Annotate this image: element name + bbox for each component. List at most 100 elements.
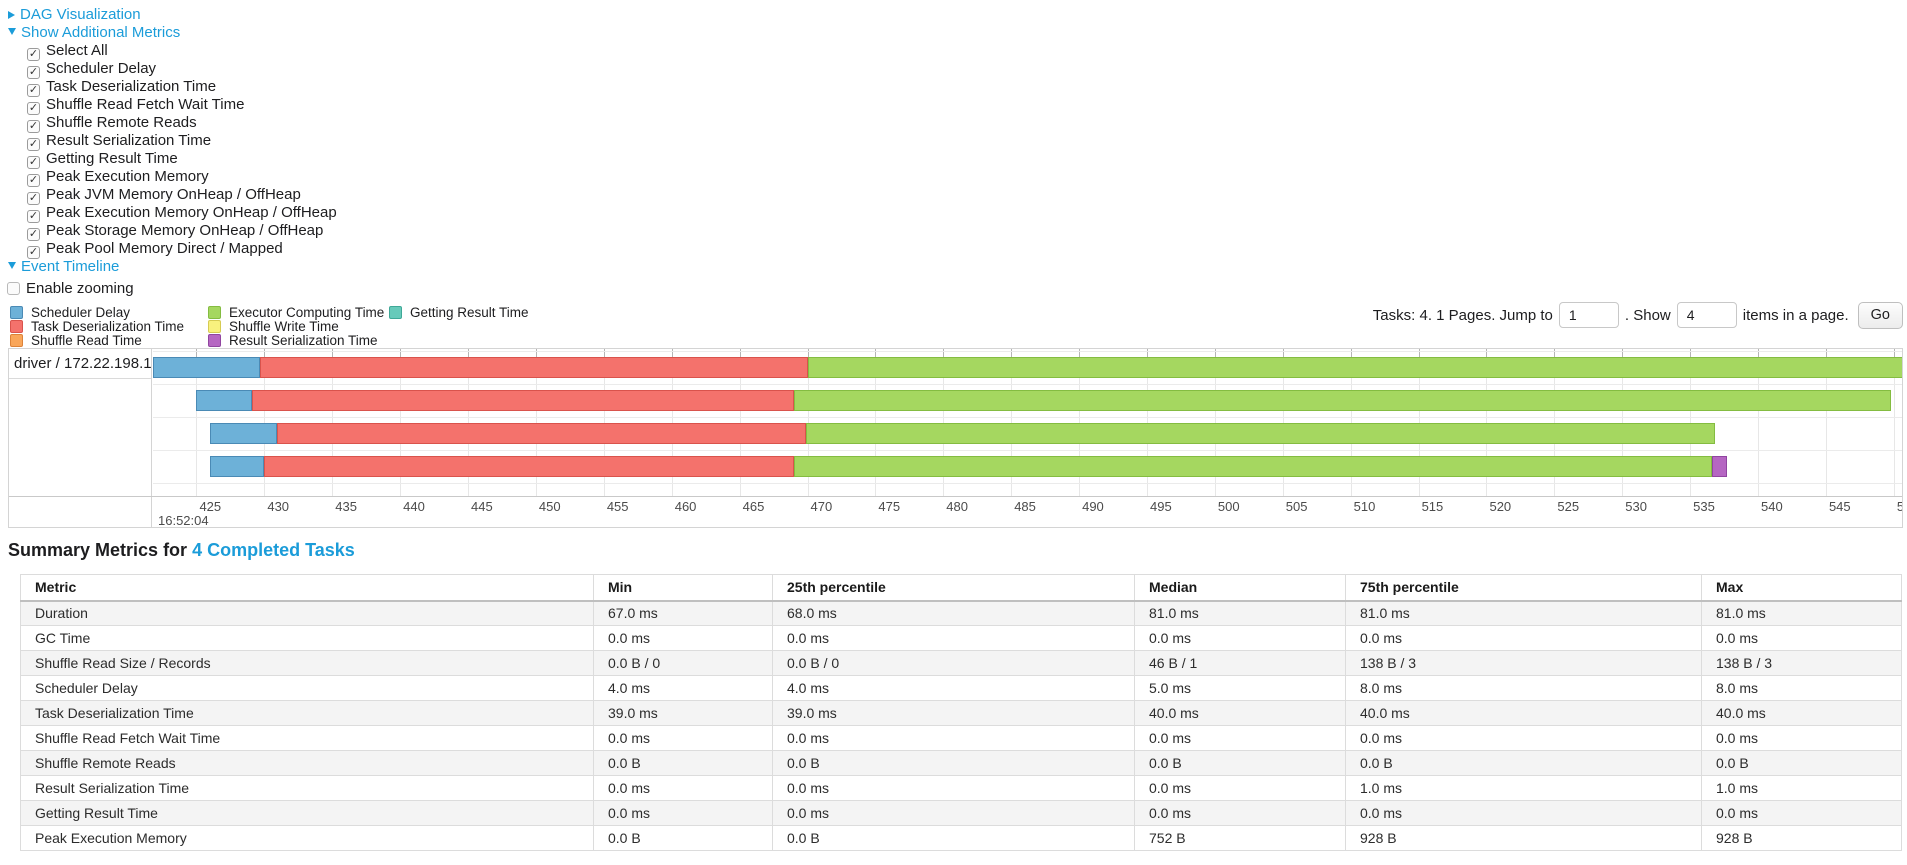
task-bar-segment-scheduler_delay[interactable] xyxy=(210,456,265,477)
axis-tick xyxy=(1486,349,1488,357)
task-bar-segment-scheduler_delay[interactable] xyxy=(153,357,261,378)
legend-label: Shuffle Read Time xyxy=(31,333,142,348)
axis-tick-label: 430 xyxy=(267,499,290,514)
items-per-page-input[interactable] xyxy=(1676,302,1737,328)
checkbox-icon[interactable]: ✓ xyxy=(27,174,40,187)
show-additional-metrics-toggle[interactable]: Show Additional Metrics xyxy=(8,24,337,42)
axis-tick-label: 435 xyxy=(335,499,357,514)
task-bar-segment-executor_computing[interactable] xyxy=(807,357,1902,378)
metric-value-cell: 0.0 B / 0 xyxy=(593,650,773,676)
summary-metrics-table: Metric Min 25th percentile Median 75th perce… xyxy=(20,574,1902,851)
task-bar-segment-executor_computing[interactable] xyxy=(793,390,1892,411)
metric-value-cell: 0.0 B xyxy=(772,750,1135,776)
enable-zooming-checkbox[interactable] xyxy=(7,282,20,295)
dag-visualization-toggle[interactable]: DAG Visualization xyxy=(8,6,337,24)
gridline xyxy=(943,349,945,496)
legend-label: Getting Result Time xyxy=(410,305,529,320)
metric-checkbox-item[interactable]: ✓ Peak Storage Memory OnHeap / OffHeap xyxy=(27,222,337,241)
axis-tick xyxy=(875,349,877,357)
axis-tick xyxy=(1146,349,1148,357)
table-row: GC Time 0.0 ms 0.0 ms 0.0 ms 0.0 ms 0.0 ms xyxy=(20,625,1902,651)
legend-swatch-icon xyxy=(208,334,221,347)
row-separator-line xyxy=(153,450,1902,451)
metric-checkbox-item[interactable]: ✓ Peak Execution Memory xyxy=(27,168,337,187)
task-bar-segment-task_deserialization[interactable] xyxy=(264,456,794,477)
table-row: Result Serialization Time 0.0 ms 0.0 ms 0.0… xyxy=(20,775,1902,801)
metric-value-cell: 0.0 ms xyxy=(772,725,1135,751)
checkbox-icon[interactable]: ✓ xyxy=(27,210,40,223)
metric-checkbox-item[interactable]: ✓ Task Deserialization Time xyxy=(27,78,337,97)
event-timeline-toggle[interactable]: Event Timeline xyxy=(8,258,337,276)
task-bar-segment-result_serialization[interactable] xyxy=(1711,456,1727,477)
table-header-cell: Min xyxy=(593,574,773,602)
metric-checkbox-item[interactable]: ✓ Peak Pool Memory Direct / Mapped xyxy=(27,240,337,259)
axis-tick-label: 520 xyxy=(1489,499,1512,514)
checkbox-icon[interactable]: ✓ xyxy=(27,192,40,205)
axis-major-label: 16:52:04 xyxy=(158,513,209,528)
enable-zooming-row[interactable]: Enable zooming xyxy=(7,280,337,298)
metric-name-cell: Getting Result Time xyxy=(20,800,594,826)
task-bar-segment-task_deserialization[interactable] xyxy=(276,423,807,444)
metric-value-cell: 0.0 B xyxy=(1134,750,1346,776)
row-separator-line xyxy=(153,483,1902,484)
axis-tick-label: 495 xyxy=(1149,499,1172,514)
metric-checkbox-item[interactable]: ✓ Shuffle Remote Reads xyxy=(27,114,337,133)
completed-tasks-link[interactable]: 4 Completed Tasks xyxy=(192,540,355,560)
metric-checkbox-item[interactable]: ✓ Getting Result Time xyxy=(27,150,337,169)
checkbox-icon[interactable]: ✓ xyxy=(27,156,40,169)
checkbox-icon[interactable]: ✓ xyxy=(27,246,40,259)
metric-checkbox-item[interactable]: ✓ Peak JVM Memory OnHeap / OffHeap xyxy=(27,186,337,205)
axis-tick-label: 550 xyxy=(1896,499,1902,514)
summary-title-prefix: Summary Metrics for xyxy=(8,540,193,560)
metric-checkbox-item[interactable]: ✓ Shuffle Read Fetch Wait Time xyxy=(27,96,337,115)
metric-value-cell: 928 B xyxy=(1345,825,1702,851)
axis-tick-label: 480 xyxy=(946,499,968,514)
stage-controls-panel: DAG Visualization Show Additional Metric… xyxy=(7,6,337,298)
metric-checkbox-item[interactable]: ✓ Result Serialization Time xyxy=(27,132,337,151)
go-button[interactable]: Go xyxy=(1857,301,1903,329)
task-bar-segment-task_deserialization[interactable] xyxy=(252,390,794,411)
checkbox-icon[interactable]: ✓ xyxy=(27,84,40,97)
gridline xyxy=(264,349,266,496)
axis-tick-label: 455 xyxy=(606,499,629,514)
metric-checkbox-item[interactable]: ✓ Peak Execution Memory OnHeap / OffHeap xyxy=(27,204,337,223)
task-bar-segment-scheduler_delay[interactable] xyxy=(210,423,277,444)
task-bar-segment-task_deserialization[interactable] xyxy=(260,357,808,378)
metric-checkbox-label: Shuffle Remote Reads xyxy=(46,114,197,131)
task-bar-segment-executor_computing[interactable] xyxy=(806,423,1715,444)
gridline xyxy=(1486,349,1488,496)
legend-column: Scheduler Delay Task Deserialization Time… xyxy=(10,306,208,348)
legend-swatch-icon xyxy=(10,306,23,319)
gridline xyxy=(1011,349,1013,496)
chevron-down-icon xyxy=(8,262,16,269)
axis-tick xyxy=(1079,349,1081,357)
metric-checkbox-label: Result Serialization Time xyxy=(46,132,212,149)
legend-label: Shuffle Write Time xyxy=(229,319,339,334)
chevron-right-icon xyxy=(8,11,15,19)
axis-tick xyxy=(332,349,334,357)
show-additional-metrics-label: Show Additional Metrics xyxy=(21,24,181,41)
gridline xyxy=(1690,349,1692,496)
metric-value-cell: 8.0 ms xyxy=(1345,675,1702,701)
metric-name-cell: Scheduler Delay xyxy=(20,675,594,701)
checkbox-icon[interactable]: ✓ xyxy=(27,228,40,241)
gridline xyxy=(807,349,809,496)
checkbox-icon[interactable]: ✓ xyxy=(27,138,40,151)
axis-tick xyxy=(468,349,470,357)
checkbox-icon[interactable]: ✓ xyxy=(27,48,40,61)
legend-label: Result Serialization Time xyxy=(229,333,378,348)
metric-value-cell: 0.0 B xyxy=(1701,750,1902,776)
metric-checkbox-item[interactable]: ✓ Select All xyxy=(27,42,337,61)
metric-name-cell: Peak Execution Memory xyxy=(20,825,594,851)
task-bar-segment-scheduler_delay[interactable] xyxy=(196,390,253,411)
metric-value-cell: 0.0 ms xyxy=(1701,625,1902,651)
task-bar-segment-executor_computing[interactable] xyxy=(793,456,1712,477)
checkbox-icon[interactable]: ✓ xyxy=(27,66,40,79)
legend-item: Getting Result Time xyxy=(389,306,529,320)
checkbox-icon[interactable]: ✓ xyxy=(27,120,40,133)
metric-value-cell: 0.0 ms xyxy=(593,625,773,651)
metric-checkbox-item[interactable]: ✓ Scheduler Delay xyxy=(27,60,337,79)
checkbox-icon[interactable]: ✓ xyxy=(27,102,40,115)
jump-to-page-input[interactable] xyxy=(1558,302,1619,328)
metric-value-cell: 81.0 ms xyxy=(1345,600,1702,626)
